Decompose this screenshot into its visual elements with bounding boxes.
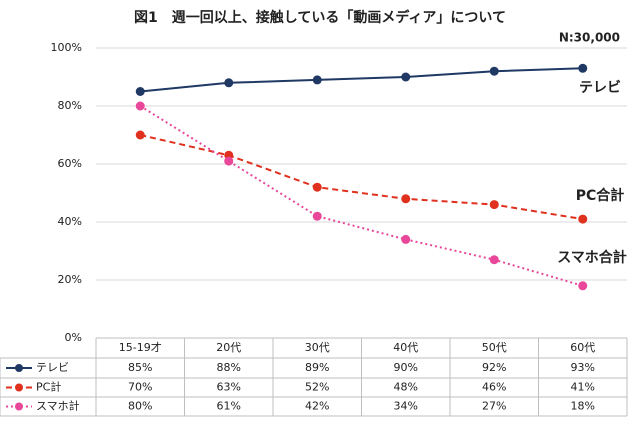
point: [224, 156, 234, 166]
x-tick-label: 40代: [393, 341, 418, 354]
table-value: 90%: [394, 361, 418, 374]
chart-title: 図1 週一回以上、接触している「動画メディア」について: [134, 9, 506, 26]
point: [489, 200, 499, 210]
y-tick-label: 40%: [58, 215, 82, 228]
point: [135, 130, 145, 140]
point: [578, 281, 588, 291]
table-value: 80%: [128, 400, 152, 413]
y-tick-label: 60%: [58, 157, 82, 170]
legend-marker: [15, 402, 23, 411]
y-tick-label: 0%: [65, 331, 82, 344]
point: [401, 234, 411, 244]
point: [135, 101, 145, 111]
point: [578, 214, 588, 224]
x-tick-label: 60代: [570, 341, 595, 354]
table-value: 85%: [128, 361, 152, 374]
table-value: 48%: [394, 381, 418, 394]
table-value: 52%: [305, 381, 329, 394]
legend-label: スマホ計: [36, 399, 80, 413]
table-value: 41%: [571, 381, 595, 394]
x-tick-label: 50代: [482, 341, 507, 354]
legend-label: テレビ: [36, 361, 69, 374]
series-line: [139, 105, 584, 287]
y-tick-label: 100%: [51, 41, 82, 54]
table-value: 27%: [482, 400, 506, 413]
point: [312, 75, 322, 85]
point: [578, 63, 588, 73]
point: [135, 87, 145, 96]
point: [401, 72, 411, 82]
point: [224, 78, 234, 88]
legend-label: PC計: [36, 380, 61, 394]
annotation: PC合計: [576, 187, 625, 204]
x-tick-label: 30代: [305, 341, 330, 354]
table-value: 63%: [217, 381, 241, 394]
table-value: 34%: [394, 400, 418, 413]
point: [489, 255, 499, 265]
series-line: [140, 134, 583, 221]
legend-marker: [15, 364, 23, 372]
x-tick-label: 20代: [216, 341, 241, 354]
annotation: テレビ: [579, 80, 621, 96]
point: [489, 66, 499, 76]
table-value: 89%: [305, 361, 329, 374]
y-tick-label: 80%: [58, 99, 82, 112]
table-value: 93%: [571, 361, 595, 374]
annotation: スマホ合計: [557, 249, 627, 266]
point: [312, 182, 322, 192]
x-tick-label: 15-19才: [119, 340, 162, 354]
annotation: N:30,000: [559, 31, 620, 45]
table-value: 88%: [217, 361, 241, 374]
point: [401, 194, 411, 204]
y-tick-label: 20%: [58, 273, 82, 286]
table-value: 46%: [482, 381, 506, 394]
point: [312, 211, 322, 221]
table-value: 42%: [305, 400, 329, 413]
table-value: 61%: [217, 400, 241, 413]
table-value: 70%: [128, 381, 152, 394]
legend-marker: [15, 383, 23, 392]
table-value: 18%: [571, 400, 595, 413]
table-value: 92%: [482, 361, 506, 374]
series-line: [140, 67, 583, 93]
